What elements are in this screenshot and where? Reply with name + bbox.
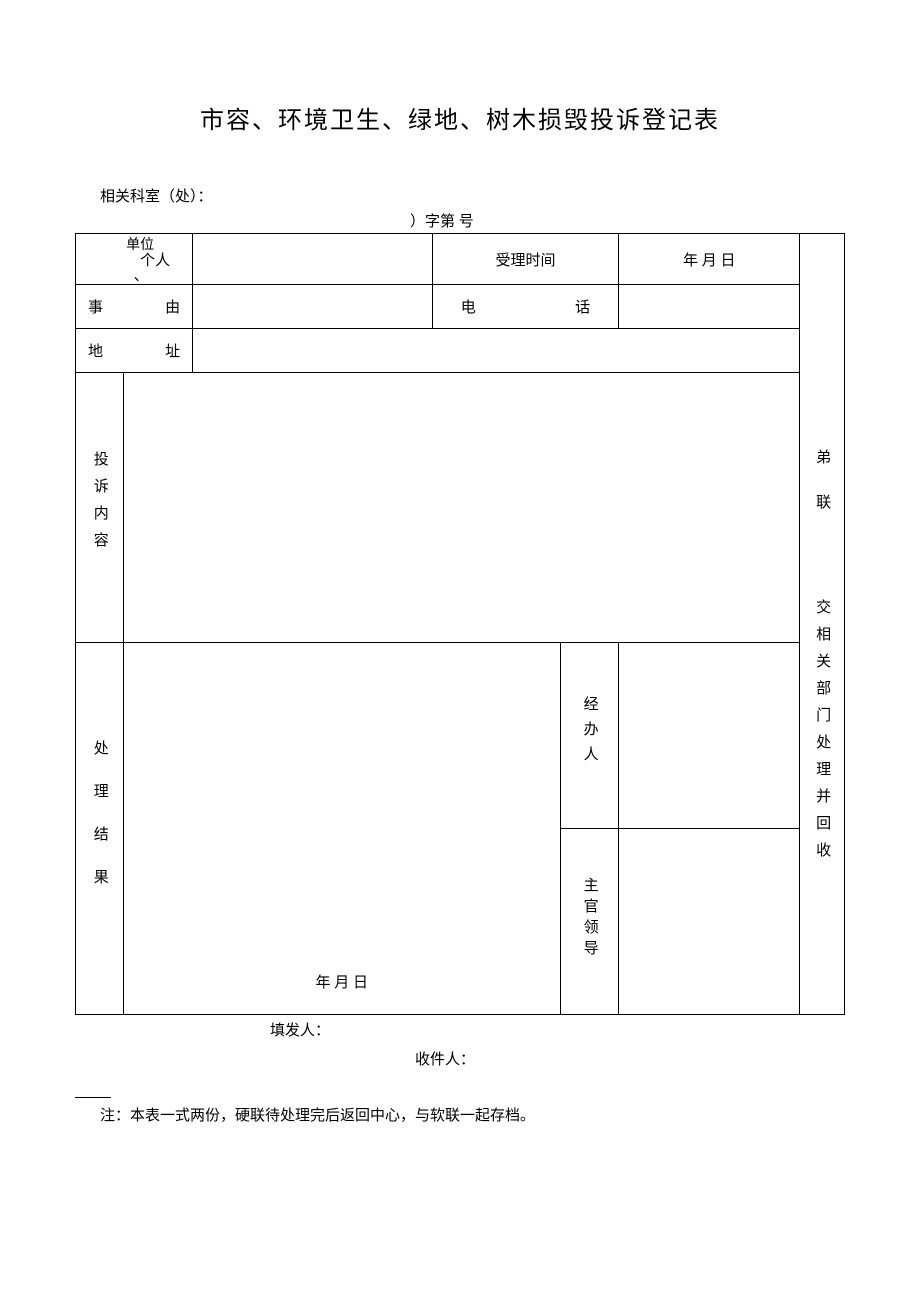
cell-accept-time-value: 年 月 日: [619, 234, 800, 285]
cell-handler-label: 经办人: [560, 643, 619, 829]
cell-phone-label: 电 话: [432, 285, 618, 329]
horizontal-rule: [75, 1097, 111, 1098]
cell-address-value: [193, 329, 800, 373]
department-label: 相关科室（处）：: [100, 185, 845, 206]
complaint-form-table: 单位 个人 、 受理时间 年 月 日 弟联 交相关部门处理并回收 事 由 电 话: [75, 233, 845, 1015]
cell-unit-personal: 单位 个人 、: [76, 234, 193, 285]
cell-leader-value: [619, 829, 800, 1015]
cell-result-value: 年 月 日: [123, 643, 560, 1015]
page-title: 市容、环境卫生、绿地、树木损毁投诉登记表: [75, 100, 845, 135]
cell-reason-value: [193, 285, 433, 329]
docno-label: ）字第 号: [410, 210, 845, 231]
cell-side-column: 弟联 交相关部门处理并回收: [800, 234, 845, 1015]
result-inner-date: 年 月 日: [124, 971, 560, 992]
cell-reason-label: 事 由: [76, 285, 193, 329]
cell-complaint-label: 投诉内容: [76, 373, 124, 643]
cell-phone-value: [619, 285, 800, 329]
cell-address-label: 地 址: [76, 329, 193, 373]
footer-note: 注：本表一式两份，硬联待处理完后返回中心，与软联一起存档。: [100, 1104, 845, 1125]
cell-unit-value: [193, 234, 433, 285]
recipient-label: 收件人：: [415, 1048, 845, 1069]
fill-issuer-label: 填发人：: [270, 1019, 845, 1040]
cell-result-label: 处理结果: [76, 643, 124, 1015]
cell-handler-value: [619, 643, 800, 829]
cell-complaint-value: [123, 373, 799, 643]
cell-leader-label: 主官领导: [560, 829, 619, 1015]
cell-accept-time-label: 受理时间: [432, 234, 618, 285]
